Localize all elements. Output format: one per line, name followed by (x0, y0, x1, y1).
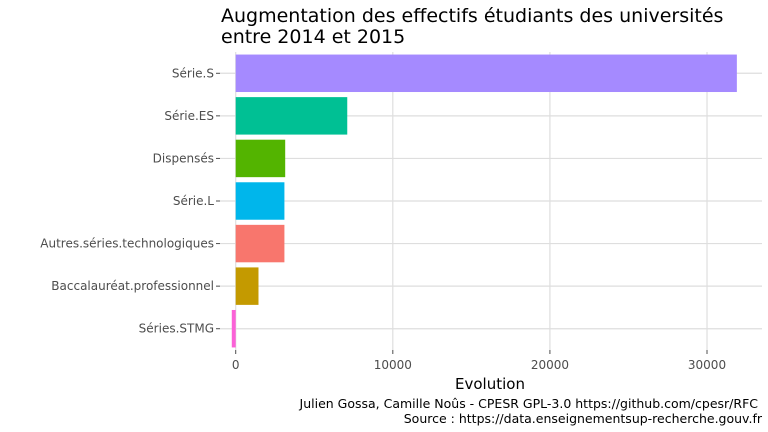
bar (235, 267, 259, 305)
y-tick-label: Autres.séries.technologiques (40, 237, 214, 251)
chart-title-line-1: Augmentation des effectifs étudiants des… (221, 5, 723, 27)
bar (235, 139, 286, 178)
y-tick-label: Série.S (172, 66, 214, 80)
x-tick-label: 10000 (374, 358, 412, 372)
bar (235, 97, 348, 135)
x-axis-label: Evolution (455, 375, 525, 393)
x-tick-label: 0 (232, 358, 240, 372)
x-tick-label: 20000 (531, 358, 569, 372)
y-tick-label: Baccalauréat.professionnel (51, 279, 214, 293)
chart-title-line-2: entre 2014 et 2015 (221, 26, 405, 48)
bar (235, 182, 285, 220)
gridlines (220, 52, 762, 350)
caption-author: Julien Gossa, Camille Noûs - CPESR GPL-3… (299, 396, 759, 411)
bars (231, 54, 737, 348)
y-tick-label: Séries.STMG (139, 322, 214, 336)
caption-source: Source : https://data.enseignementsup-re… (404, 411, 763, 426)
x-tick-label: 30000 (688, 358, 726, 372)
y-tick-label: Série.ES (164, 109, 214, 123)
y-tick-label: Série.L (173, 194, 214, 208)
bar (231, 309, 236, 348)
y-tick-label: Dispensés (153, 151, 214, 165)
x-axis-ticks: 0 10000 20000 30000 (232, 350, 726, 372)
y-axis-ticks: Série.S Série.ES Dispensés Série.L Autres.sé… (40, 66, 220, 336)
bar (235, 54, 737, 93)
bar (235, 224, 285, 263)
